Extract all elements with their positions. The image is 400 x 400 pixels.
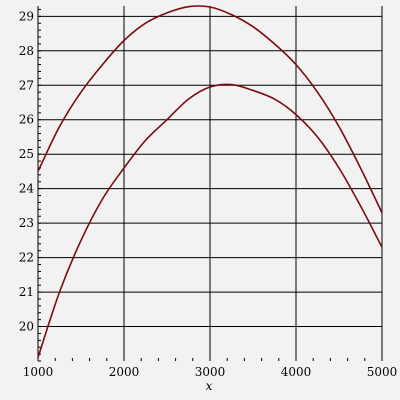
y-tick-label: 20 <box>19 320 34 334</box>
minor-ticks <box>37 8 383 362</box>
y-tick-label: 25 <box>19 147 34 161</box>
series-line-1 <box>37 5 383 214</box>
x-tick-label: 5000 <box>367 365 398 379</box>
y-tick-label: 23 <box>19 216 34 230</box>
x-tick-label: 3000 <box>195 365 226 379</box>
x-tick-labels: 1000 2000 3000 4000 5000 <box>23 365 398 379</box>
y-tick-labels: 20 21 22 23 24 25 26 27 28 29 <box>19 9 35 333</box>
y-tick-label: 24 <box>19 182 35 196</box>
grid <box>37 6 383 361</box>
y-tick-label: 21 <box>19 285 34 299</box>
series-group <box>37 5 383 358</box>
x-tick-label: 2000 <box>109 365 140 379</box>
y-tick-label: 27 <box>19 78 34 92</box>
x-tick-label: 4000 <box>281 365 312 379</box>
series-line-2 <box>37 83 383 358</box>
y-tick-label: 22 <box>19 251 34 265</box>
y-tick-label: 28 <box>19 44 34 58</box>
y-tick-label: 26 <box>19 113 34 127</box>
x-tick-label: 1000 <box>23 365 54 379</box>
x-axis-title: x <box>206 379 213 393</box>
y-tick-label: 29 <box>19 9 34 23</box>
